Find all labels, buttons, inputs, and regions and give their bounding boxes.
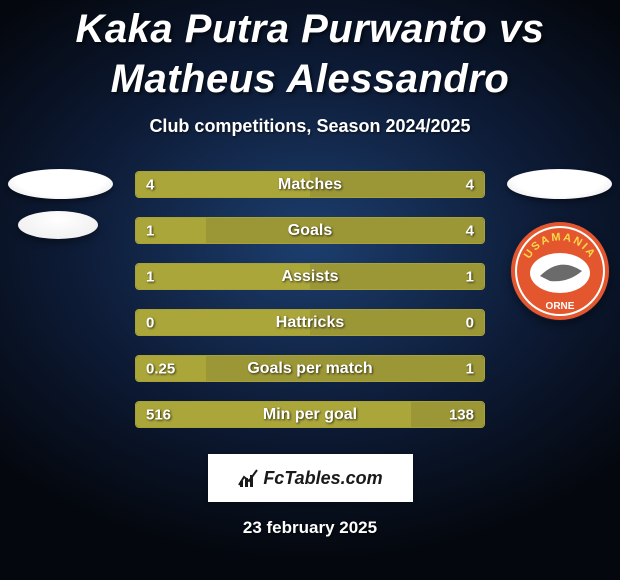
stat-label: Goals <box>288 222 332 240</box>
subtitle: Club competitions, Season 2024/2025 <box>149 116 470 137</box>
stat-value-right: 1 <box>466 360 474 377</box>
stat-label: Hattricks <box>276 314 344 332</box>
player-left-avatar <box>8 169 113 199</box>
stat-row: 1 1 Assists <box>135 263 485 290</box>
stat-row: 0.25 1 Goals per match <box>135 355 485 382</box>
stat-value-left: 0.25 <box>146 360 175 377</box>
stat-bars: 4 4 Matches 1 4 Goals 1 1 Assists 0 0 Hattricks 0.25… <box>135 171 485 428</box>
stat-value-left: 0 <box>146 314 154 331</box>
stat-value-left: 1 <box>146 222 154 239</box>
stat-row: 4 4 Matches <box>135 171 485 198</box>
stat-value-left: 516 <box>146 406 171 423</box>
stat-row: 0 0 Hattricks <box>135 309 485 336</box>
stat-row: 1 4 Goals <box>135 217 485 244</box>
team-right-badge: USAMANIA ORNE <box>510 221 610 321</box>
stat-value-right: 4 <box>466 222 474 239</box>
stat-label: Min per goal <box>263 406 357 424</box>
fctables-brand: FcTables.com <box>208 454 413 502</box>
team-right-bottom-text: ORNE <box>546 301 575 312</box>
player-right-avatar <box>507 169 612 199</box>
team-left-badge <box>18 211 98 239</box>
stat-bar-right <box>206 218 484 243</box>
page-title: Kaka Putra Purwanto vs Matheus Alessandr… <box>0 4 620 104</box>
stat-row: 516 138 Min per goal <box>135 401 485 428</box>
stat-label: Assists <box>282 268 339 286</box>
team-right-emblem-svg: USAMANIA ORNE <box>510 221 610 321</box>
chart-icon <box>237 467 259 489</box>
stat-value-right: 4 <box>466 176 474 193</box>
stat-label: Goals per match <box>247 360 372 378</box>
date: 23 february 2025 <box>243 518 377 538</box>
stat-value-left: 4 <box>146 176 154 193</box>
stats-area: USAMANIA ORNE 4 4 Matches 1 4 Goals 1 1 Assists 0… <box>0 171 620 428</box>
stat-value-right: 138 <box>449 406 474 423</box>
stat-value-left: 1 <box>146 268 154 285</box>
stat-value-right: 1 <box>466 268 474 285</box>
stat-label: Matches <box>278 176 342 194</box>
stat-value-right: 0 <box>466 314 474 331</box>
brand-text: FcTables.com <box>263 468 382 489</box>
